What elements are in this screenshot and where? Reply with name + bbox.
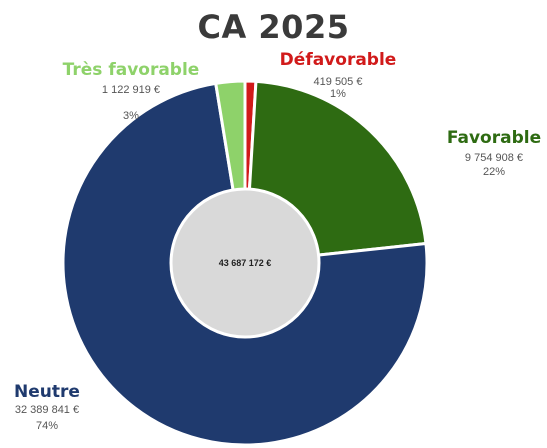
slice-percent-favorable: 22% (482, 166, 506, 178)
slice-value-neutre: 32 389 841 € (14, 404, 80, 416)
slice-name-defavorable: Défavorable (279, 50, 397, 70)
slice-value-defavorable: 419 505 € (313, 76, 363, 88)
slice-label-defavorable: Défavorable 419 505 € 1% (280, 50, 397, 100)
slice-value-favorable: 9 754 908 € (464, 152, 524, 164)
center-disc (169, 187, 321, 339)
slice-label-favorable: Favorable 9 754 908 € 22% (447, 128, 541, 178)
slice-label-neutre: Neutre 32 389 841 € 74% (14, 382, 80, 432)
slice-name-neutre: Neutre (14, 382, 80, 402)
slice-label-tres-favorable: Très favorable 1 122 919 € 3% (63, 60, 200, 122)
slice-name-favorable: Favorable (446, 128, 542, 148)
center-total-label: 43 687 172 € (218, 258, 272, 268)
chart-title: CA 2025 (197, 8, 350, 46)
slice-value-tres-favorable: 1 122 919 € (101, 84, 161, 96)
slice-percent-neutre: 74% (35, 420, 59, 432)
slice-percent-tres-favorable: 3% (123, 110, 139, 122)
slice-percent-defavorable: 1% (330, 88, 346, 100)
slice-name-tres-favorable: Très favorable (62, 60, 200, 80)
